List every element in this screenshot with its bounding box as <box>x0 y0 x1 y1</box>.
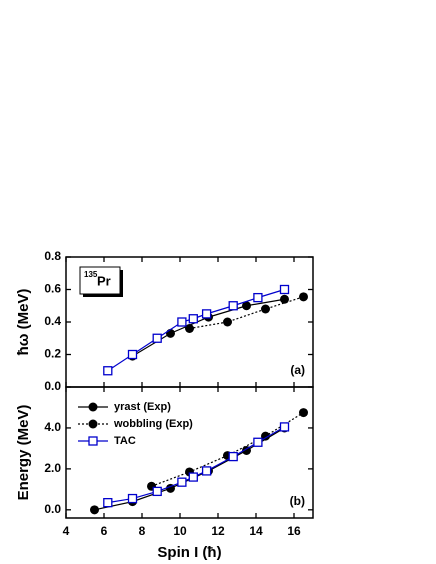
marker-square <box>279 284 290 295</box>
y-axis-label: Energy (MeV) <box>15 405 32 501</box>
y-tick-label: 4.0 <box>44 420 61 434</box>
marker-square <box>127 493 138 504</box>
marker-square <box>279 422 290 432</box>
marker-square <box>152 333 162 343</box>
marker-square <box>177 477 187 487</box>
y-tick-label: 0.0 <box>44 502 61 516</box>
marker-square <box>188 472 198 482</box>
marker-square <box>253 437 263 447</box>
marker-circle <box>261 431 270 441</box>
marker-square <box>253 292 263 303</box>
x-axis-label: Spin I (ħ) <box>157 544 221 561</box>
marker-square <box>103 366 113 376</box>
y-tick-label: 0.2 <box>44 347 61 361</box>
marker-circle <box>261 304 270 314</box>
legend-marker <box>88 419 98 429</box>
marker-square <box>228 301 238 311</box>
x-tick-label: 4 <box>63 524 70 538</box>
marker-square <box>201 309 212 319</box>
legend-label: yrast (Exp) <box>114 401 171 413</box>
box <box>79 266 121 295</box>
element-symbol: Pr <box>97 273 111 288</box>
plot-frame <box>65 386 314 519</box>
marker-circle <box>223 317 232 327</box>
marker-circle <box>280 294 289 304</box>
marker-square <box>228 451 238 462</box>
marker-circle <box>90 505 99 515</box>
marker-circle <box>299 408 308 418</box>
nucleus-box: 135 Pr <box>79 266 123 297</box>
x-tick-label: 14 <box>249 524 263 538</box>
legend-label: wobbling (Exp) <box>113 418 193 430</box>
y-tick-label: 2.0 <box>44 461 61 475</box>
marker-square <box>152 486 162 497</box>
x-tick-label: 16 <box>287 524 301 538</box>
y-tick-label: 0.6 <box>44 282 61 296</box>
y-tick-label: 0.8 <box>44 249 61 263</box>
y-tick-label: 0.4 <box>44 314 61 328</box>
panel-label: (a) <box>290 363 305 377</box>
y-axis-label: ħω (MeV) <box>15 289 32 356</box>
marker-circle <box>242 301 251 311</box>
legend-label: TAC <box>114 435 136 447</box>
legend-marker <box>88 402 98 412</box>
x-tick-label: 6 <box>101 524 108 538</box>
marker-square <box>103 497 113 508</box>
marker-circle <box>166 328 175 338</box>
marker-square <box>177 317 187 327</box>
marker-square <box>201 466 212 476</box>
mass-number: 135 <box>84 270 98 279</box>
y-tick-label: 0.0 <box>44 379 61 393</box>
x-tick-label: 12 <box>211 524 225 538</box>
marker-square <box>127 349 138 360</box>
legend-marker <box>88 436 98 446</box>
marker-circle <box>299 292 308 302</box>
marker-circle <box>185 324 194 333</box>
x-tick-label: 8 <box>139 524 146 538</box>
panel-label: (b) <box>290 494 305 508</box>
x-tick-label: 10 <box>173 524 187 538</box>
marker-square <box>188 314 198 324</box>
